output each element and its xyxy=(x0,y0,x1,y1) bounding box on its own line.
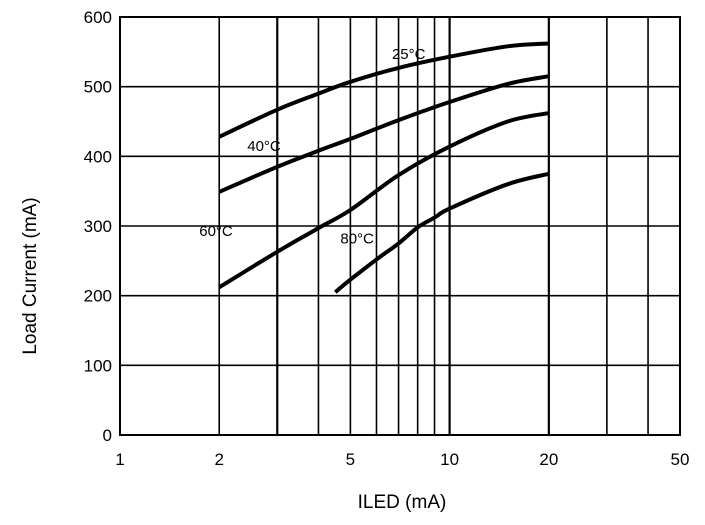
curves xyxy=(218,41,550,294)
series-label: 40°C xyxy=(247,138,281,155)
y-tick-label: 100 xyxy=(84,356,112,375)
x-tick-label: 10 xyxy=(440,450,459,469)
x-tick-label: 20 xyxy=(539,450,558,469)
series-label: 60°C xyxy=(199,223,233,240)
y-tick-label: 600 xyxy=(84,8,112,27)
x-tick-labels: 1 2 5 10 20 50 xyxy=(115,450,689,469)
series-line xyxy=(218,74,550,194)
series-line xyxy=(218,41,549,139)
y-tick-label: 500 xyxy=(84,78,112,97)
curve-labels: 25°C 40°C 60°C 80°C xyxy=(199,46,425,248)
x-axis-label: ILED (mA) xyxy=(358,492,447,513)
series-label: 25°C xyxy=(392,46,426,63)
series-line xyxy=(218,111,550,290)
series-line xyxy=(334,171,550,294)
grid xyxy=(120,17,680,435)
x-tick-label: 50 xyxy=(671,450,690,469)
y-axis-label: Load Current (mA) xyxy=(20,197,41,354)
x-tick-label: 5 xyxy=(346,450,355,469)
y-tick-label: 300 xyxy=(84,217,112,236)
x-tick-label: 1 xyxy=(115,450,124,469)
y-tick-label: 200 xyxy=(84,287,112,306)
plot-frame xyxy=(119,16,681,436)
y-tick-label: 400 xyxy=(84,147,112,166)
series-label: 80°C xyxy=(340,231,374,248)
y-tick-labels: 0 100 200 300 400 500 600 xyxy=(84,8,112,445)
x-tick-label: 2 xyxy=(214,450,223,469)
y-tick-label: 0 xyxy=(103,426,112,445)
